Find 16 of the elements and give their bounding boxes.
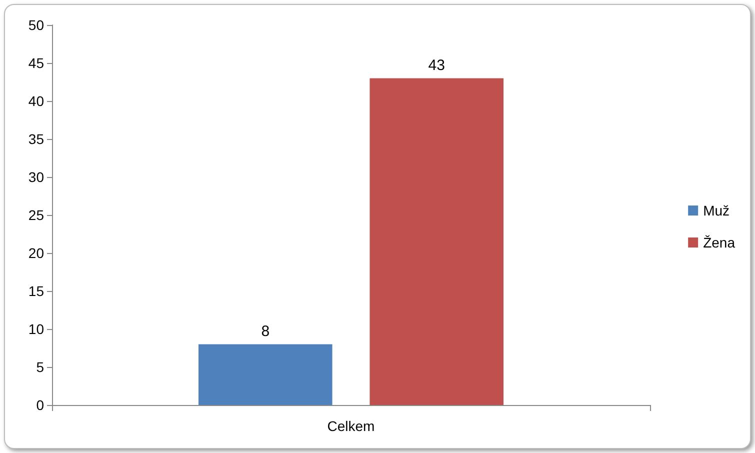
y-tick-label: 0	[36, 397, 44, 413]
y-tick-label: 35	[28, 131, 44, 147]
data-label: 43	[428, 57, 445, 74]
legend-label: Žena	[703, 234, 736, 250]
y-tick-label: 45	[28, 55, 44, 71]
data-label: 8	[261, 323, 270, 340]
x-tick-label: Celkem	[327, 418, 375, 434]
y-tick-label: 5	[36, 359, 44, 375]
y-tick-label: 50	[28, 17, 44, 33]
y-tick-label: 40	[28, 93, 44, 109]
legend-label: Muž	[703, 202, 730, 218]
y-tick-label: 20	[28, 245, 44, 261]
y-tick-label: 15	[28, 283, 44, 299]
y-tick-label: 10	[28, 321, 44, 337]
y-tick-label: 25	[28, 207, 44, 223]
y-tick-label: 30	[28, 169, 44, 185]
